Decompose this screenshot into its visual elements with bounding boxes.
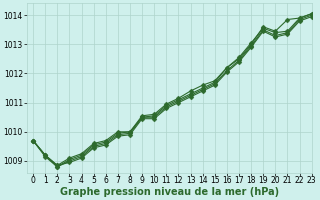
X-axis label: Graphe pression niveau de la mer (hPa): Graphe pression niveau de la mer (hPa) xyxy=(60,187,279,197)
